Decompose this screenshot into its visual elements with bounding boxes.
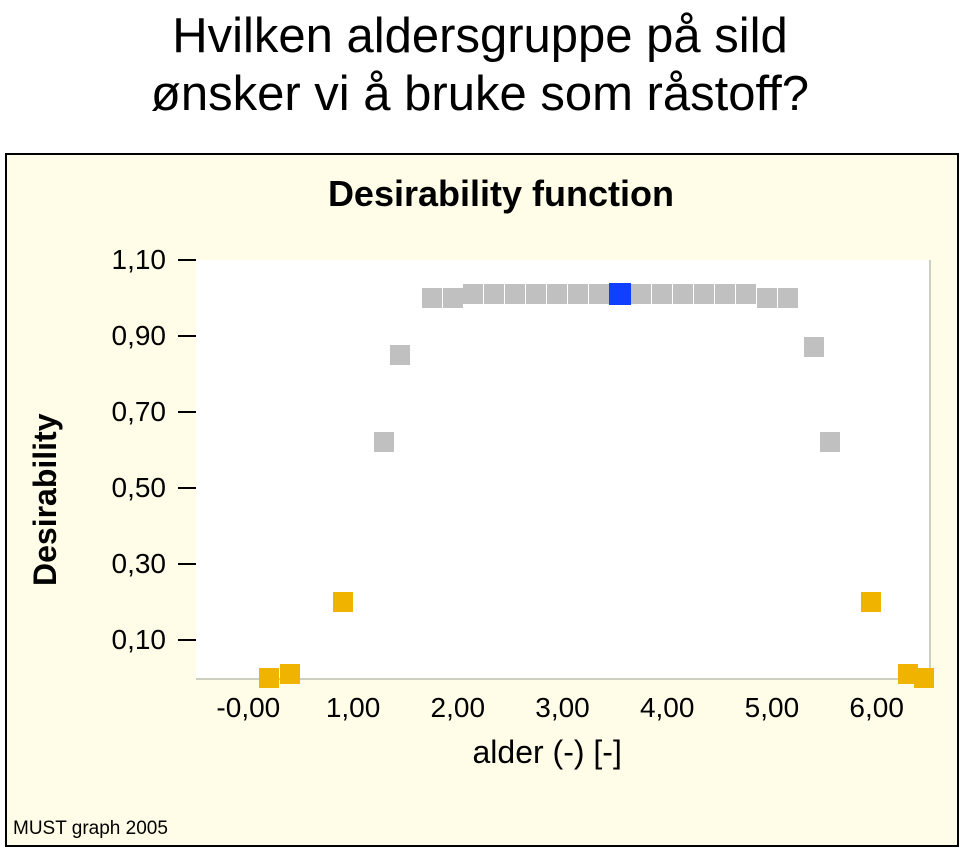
data-point [422, 288, 442, 308]
data-point [820, 432, 840, 452]
data-point [589, 284, 609, 304]
plot-area [196, 260, 931, 680]
data-point [443, 288, 463, 308]
data-point [390, 345, 410, 365]
x-tick-label: -0,00 [203, 692, 293, 724]
heading-line-1: Hvilken aldersgruppe på sild [0, 8, 960, 66]
x-axis-label: alder (-) [-] [473, 734, 622, 771]
heading-line-2: ønsker vi å bruke som råstoff? [0, 66, 960, 124]
data-point [652, 284, 672, 304]
data-point [463, 284, 483, 304]
x-tick-label: 2,00 [413, 692, 503, 724]
y-tick-mark [178, 563, 196, 565]
y-tick-label: 0,90 [7, 320, 166, 352]
y-tick-mark [178, 335, 196, 337]
y-tick-label: 0,30 [7, 548, 166, 580]
chart-frame: Desirability function Desirability alder… [5, 153, 959, 847]
data-point [505, 284, 525, 304]
y-tick-mark [178, 259, 196, 261]
data-point [715, 284, 735, 304]
y-tick-label: 0,70 [7, 396, 166, 428]
data-point [484, 284, 504, 304]
data-point [804, 337, 824, 357]
chart-title: Desirability function [328, 173, 674, 215]
slide-heading: Hvilken aldersgruppe på sild ønsker vi å… [0, 0, 960, 124]
x-tick-label: 3,00 [518, 692, 608, 724]
data-point [736, 284, 756, 304]
y-tick-label: 0,50 [7, 472, 166, 504]
x-tick-label: 1,00 [308, 692, 398, 724]
chart-footer-text: MUST graph 2005 [13, 818, 168, 840]
data-point [694, 284, 714, 304]
x-tick-label: 4,00 [622, 692, 712, 724]
data-point [374, 432, 394, 452]
data-point [861, 592, 881, 612]
data-point [778, 288, 798, 308]
y-tick-mark [178, 639, 196, 641]
data-point [280, 664, 300, 684]
data-point [914, 668, 934, 688]
data-point [609, 283, 631, 305]
data-point [333, 592, 353, 612]
x-tick-label: 5,00 [727, 692, 817, 724]
y-tick-label: 0,10 [7, 624, 166, 656]
data-point [631, 284, 651, 304]
data-point [757, 288, 777, 308]
y-tick-mark [178, 411, 196, 413]
data-point [673, 284, 693, 304]
slide-root: Hvilken aldersgruppe på sild ønsker vi å… [0, 0, 960, 850]
data-point [547, 284, 567, 304]
data-point [526, 284, 546, 304]
data-point [259, 668, 279, 688]
data-point [568, 284, 588, 304]
y-tick-label: 1,10 [7, 244, 166, 276]
y-tick-mark [178, 487, 196, 489]
x-tick-label: 6,00 [832, 692, 922, 724]
